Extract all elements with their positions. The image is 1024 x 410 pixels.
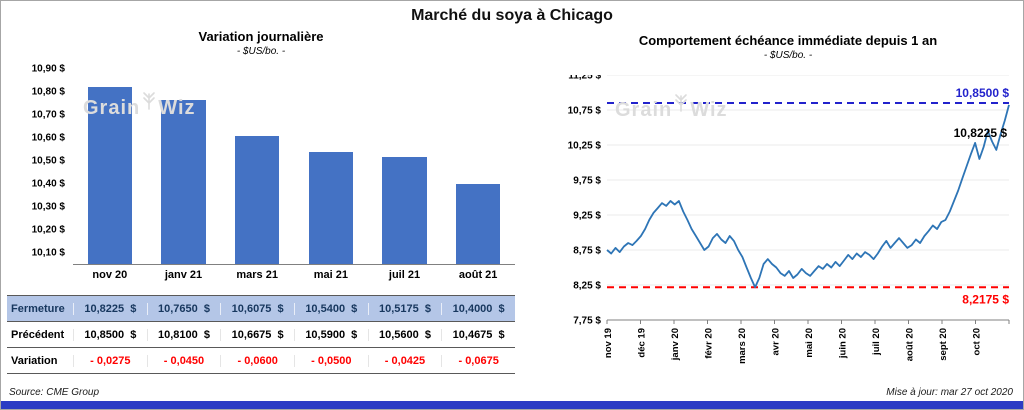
line-chart-subtitle: - $US/bo. - — [763, 50, 813, 61]
high-annotation: 10,8500 $ — [956, 86, 1010, 100]
bar-y-tick-label: 10,50 $ — [31, 155, 65, 167]
bar-x-label: mai 21 — [313, 269, 348, 281]
table-cell: 10,6075 $ — [220, 302, 294, 315]
line-y-tick-label: 10,25 $ — [568, 141, 602, 152]
line-x-tick-label: avr 20 — [771, 328, 782, 355]
bar-column — [147, 69, 221, 264]
bar-x-label: janv 21 — [164, 269, 203, 281]
line-x-tick-label: nov 19 — [603, 328, 614, 358]
bar-plot-area: Grain Wiz — [73, 69, 515, 265]
bar-chart-subtitle: - $US/bo. - — [236, 46, 286, 57]
line-y-tick-label: 11,25 $ — [568, 75, 601, 82]
line-x-tick-label: août 20 — [905, 328, 916, 361]
line-x-tick-label: juil 20 — [871, 328, 882, 356]
bar-x-label: juil 21 — [388, 269, 421, 281]
line-x-tick-label: mai 20 — [804, 328, 815, 358]
line-x-tick-label: mars 20 — [737, 328, 748, 364]
bar-y-tick-label: 10,20 $ — [31, 224, 65, 236]
bar — [161, 99, 206, 264]
table-cell: 10,5175 $ — [367, 302, 442, 315]
table-cell: 10,5900 $ — [293, 328, 368, 341]
line-x-tick-label: déc 19 — [637, 328, 648, 358]
table-cell: - 0,0500 — [293, 354, 368, 367]
table-cell: - 0,0450 — [146, 354, 221, 367]
page-title: Marché du soya à Chicago — [411, 7, 613, 24]
line-x-tick-label: janv 20 — [670, 328, 681, 361]
table-cell: 10,4000 $ — [441, 302, 515, 315]
table-row-label: Variation — [11, 354, 58, 367]
bar-y-tick-label: 10,70 $ — [31, 109, 65, 121]
bar-column — [368, 69, 442, 264]
bar-y-tick-label: 10,40 $ — [31, 178, 65, 190]
table-row: Précédent 10,8500 $10,8100 $10,6675 $10,5… — [7, 322, 515, 348]
line-y-tick-label: 9,75 $ — [573, 176, 601, 187]
bar-column — [220, 69, 294, 264]
line-x-tick-label: juin 20 — [838, 328, 849, 359]
bar-y-tick-label: 10,10 $ — [31, 247, 65, 259]
line-y-tick-label: 7,75 $ — [573, 316, 601, 327]
price-line — [606, 104, 1010, 289]
bar-chart-title: Variation journalière — [198, 29, 324, 44]
bar — [235, 136, 280, 264]
line-y-tick-label: 10,75 $ — [568, 106, 602, 117]
bar — [87, 86, 132, 264]
table-cell: - 0,0600 — [220, 354, 294, 367]
bar — [456, 183, 501, 264]
line-x-tick-label: sept 20 — [938, 328, 949, 361]
line-chart: 7,75 $ 8,25 $ 8,75 $ 9,25 $ 9,75 $ 10,25 $ 10,… — [557, 71, 1019, 380]
line-y-tick-label: 9,25 $ — [573, 211, 601, 222]
table-cell: 10,8500 $ — [73, 328, 147, 341]
bar-x-axis: nov 20 janv 21 mars 21 mai 21 juil 21 août 21 — [7, 265, 515, 285]
bar-y-tick-label: 10,60 $ — [31, 132, 65, 144]
table-row: Variation - 0,0275- 0,0450- 0,0600- 0,050… — [7, 348, 515, 374]
bar-chart: 10,10 $ 10,20 $ 10,30 $ 10,40 $ 10,50 $ 10,60… — [7, 64, 515, 265]
bottom-accent-bar — [1, 401, 1023, 409]
bar-y-tick-label: 10,80 $ — [31, 86, 65, 98]
table-cell: 10,5400 $ — [293, 302, 368, 315]
bar-column — [294, 69, 368, 264]
daily-variation-panel: Variation journalière - $US/bo. - 10,10 … — [7, 29, 515, 374]
table-cell: - 0,0275 — [73, 354, 147, 367]
table-row: Fermeture 10,8225 $10,7650 $10,6075 $10,5… — [7, 295, 515, 322]
line-x-tick-label: oct 20 — [972, 328, 983, 355]
table-row-label: Fermeture — [11, 302, 65, 315]
bar-x-label: nov 20 — [92, 269, 128, 281]
source-note: Source: CME Group — [9, 387, 100, 398]
bar-column — [73, 69, 147, 264]
low-annotation: 8,2175 $ — [962, 292, 1009, 306]
bar-x-label: mars 21 — [236, 269, 278, 281]
table-cell: 10,6675 $ — [220, 328, 294, 341]
line-chart-title: Comportement échéance immédiate depuis 1… — [638, 33, 938, 48]
bar-y-tick-label: 10,90 $ — [31, 63, 65, 75]
line-y-tick-label: 8,75 $ — [573, 246, 601, 257]
last-price-annotation: 10,8225 $ — [954, 126, 1008, 140]
bar — [308, 151, 353, 264]
line-y-tick-label: 8,25 $ — [573, 281, 601, 292]
table-cell: - 0,0425 — [367, 354, 442, 367]
table-row-label: Précédent — [11, 328, 65, 341]
table-cell: 10,8100 $ — [146, 328, 221, 341]
price-table: Fermeture 10,8225 $10,7650 $10,6075 $10,5… — [7, 295, 515, 374]
one-year-chart-panel: Comportement échéance immédiate depuis 1… — [557, 33, 1019, 380]
bar-y-tick-label: 10,30 $ — [31, 201, 65, 213]
table-cell: 10,4675 $ — [441, 328, 515, 341]
bar-y-axis: 10,10 $ 10,20 $ 10,30 $ 10,40 $ 10,50 $ 10,60… — [7, 64, 73, 265]
bar-column — [441, 69, 515, 264]
line-plot-area: 7,75 $ 8,25 $ 8,75 $ 9,25 $ 9,75 $ 10,25 $ 10,… — [568, 71, 1010, 364]
updated-note: Mise à jour: mar 27 oct 2020 — [886, 387, 1013, 398]
bar-x-label: août 21 — [458, 269, 498, 281]
table-cell: - 0,0675 — [441, 354, 515, 367]
line-x-tick-label: févr 20 — [704, 328, 715, 359]
table-cell: 10,8225 $ — [73, 302, 147, 315]
bar — [382, 156, 427, 264]
table-cell: 10,7650 $ — [146, 302, 221, 315]
table-cell: 10,5600 $ — [367, 328, 442, 341]
